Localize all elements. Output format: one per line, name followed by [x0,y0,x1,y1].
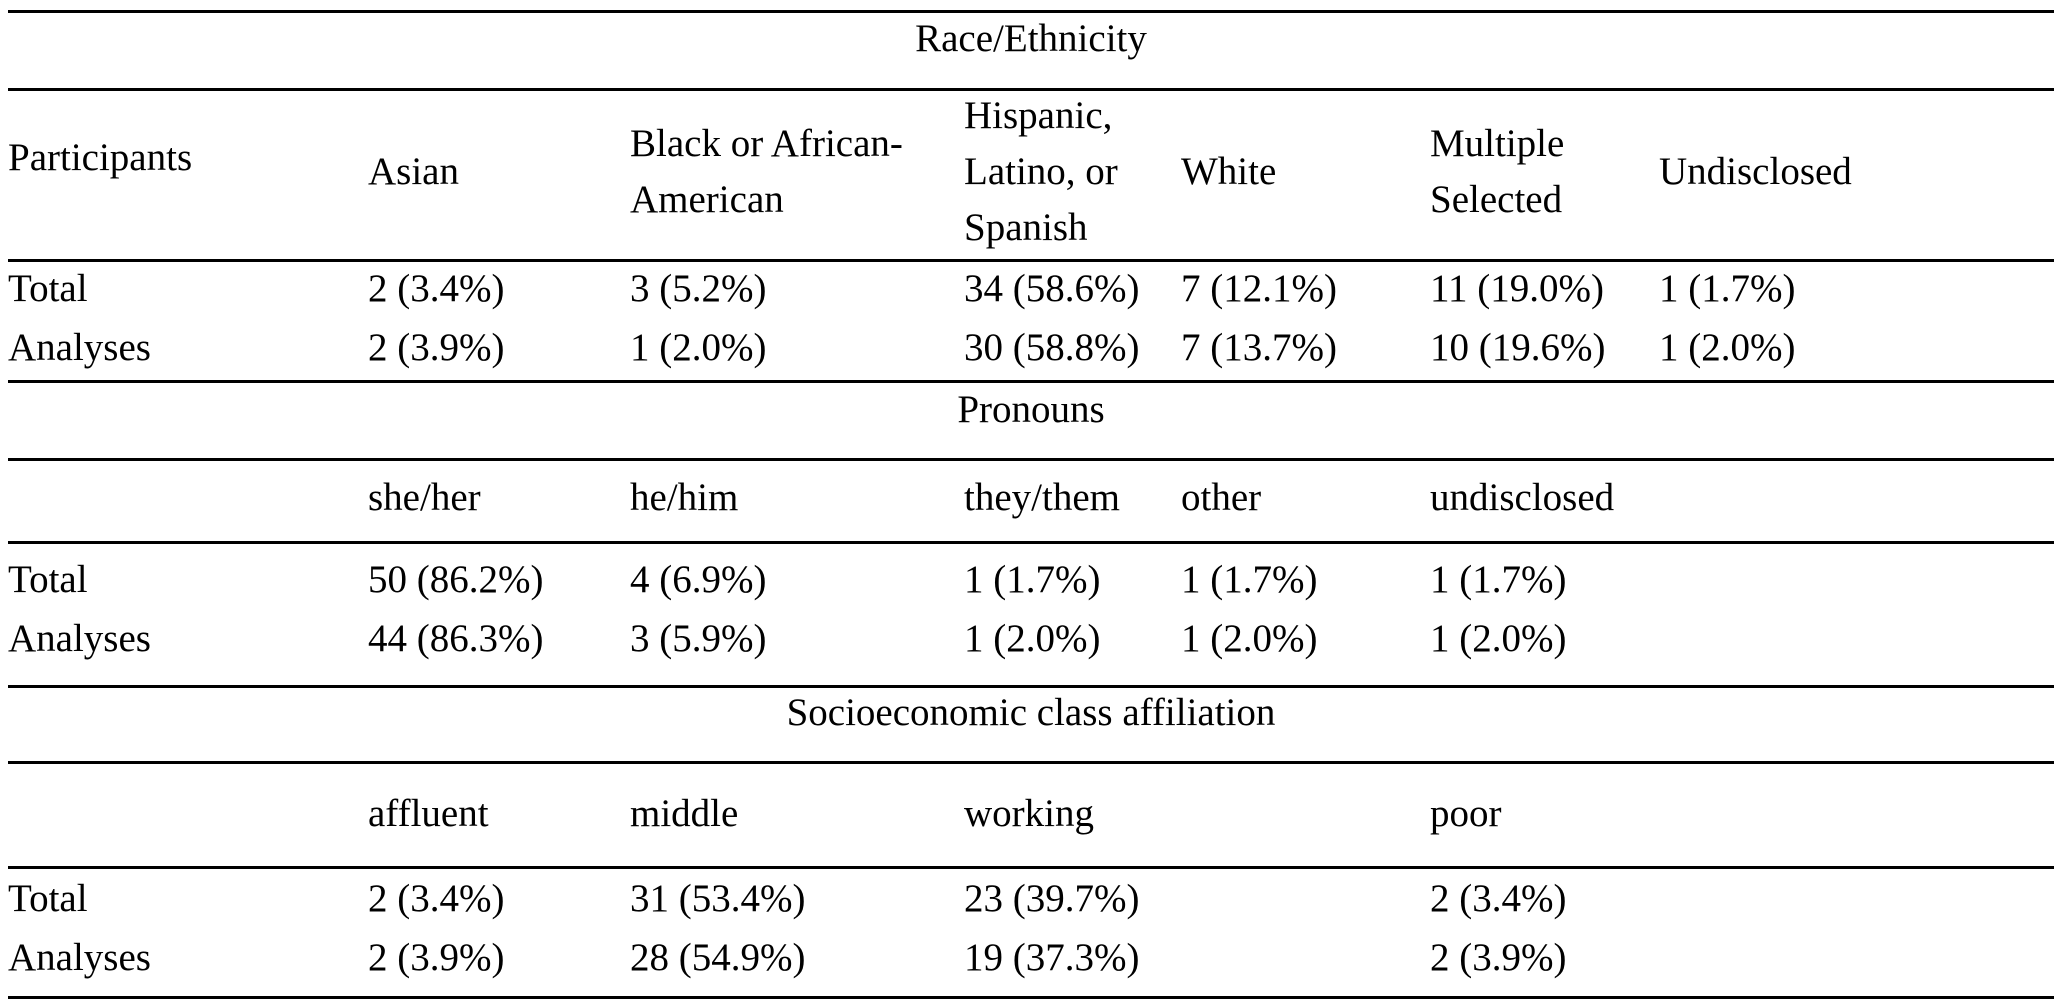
column-header-middle: middle [630,792,739,835]
row-label-analyses: Analyses [8,326,151,369]
cell: 1 (1.7%) [1181,558,1318,601]
cell: 2 (3.4%) [368,267,505,310]
cell: 1 (2.0%) [1430,617,1567,660]
cell: 31 (53.4%) [630,877,806,920]
cell: 4 (6.9%) [630,558,767,601]
cell: 7 (12.1%) [1181,267,1337,310]
cell: 1 (1.7%) [964,558,1101,601]
column-header-participants: Participants [8,136,193,179]
column-header-other: other [1181,476,1262,519]
section-rule [8,88,2054,91]
section-rule [8,458,2054,461]
cell: 2 (3.4%) [1430,877,1567,920]
cell: 2 (3.9%) [368,936,505,979]
column-header-hispanic: Hispanic, Latino, or Spanish [964,94,1118,249]
section-rule [8,685,2054,688]
section-rule [8,380,2054,383]
column-header-multiple: Multiple Selected [1430,122,1565,221]
row-label-analyses: Analyses [8,936,151,979]
cell: 3 (5.9%) [630,617,767,660]
section-rule [8,866,2054,869]
cell: 19 (37.3%) [964,936,1140,979]
demographics-table: Race/Ethnicity Participants Asian Black … [8,0,2054,1005]
column-header-affluent: affluent [368,792,489,835]
column-header-black: Black or African- American [630,122,903,221]
column-header-poor: poor [1430,792,1502,835]
column-header-he-him: he/him [630,476,739,519]
table-top-rule [8,10,2054,13]
cell: 1 (1.7%) [1430,558,1567,601]
cell: 2 (3.9%) [368,326,505,369]
cell: 1 (2.0%) [630,326,767,369]
row-label-analyses: Analyses [8,617,151,660]
cell: 2 (3.9%) [1430,936,1567,979]
column-header-they-them: they/them [964,476,1120,519]
column-header-white: White [1181,150,1277,193]
section-rule [8,761,2054,764]
section-title-pronouns: Pronouns [957,388,1105,431]
cell: 7 (13.7%) [1181,326,1337,369]
column-header-working: working [964,792,1094,835]
row-label-total: Total [8,877,88,920]
section-rule [8,541,2054,544]
cell: 28 (54.9%) [630,936,806,979]
column-header-undisclosed: Undisclosed [1659,150,1852,193]
section-title-race: Race/Ethnicity [915,17,1147,60]
cell: 34 (58.6%) [964,267,1140,310]
cell: 1 (2.0%) [1659,326,1796,369]
column-header-undisclosed: undisclosed [1430,476,1615,519]
cell: 1 (2.0%) [964,617,1101,660]
cell: 23 (39.7%) [964,877,1140,920]
cell: 3 (5.2%) [630,267,767,310]
section-title-socioeconomic: Socioeconomic class affiliation [786,691,1276,734]
cell: 10 (19.6%) [1430,326,1606,369]
cell: 1 (2.0%) [1181,617,1318,660]
row-label-total: Total [8,558,88,601]
cell: 30 (58.8%) [964,326,1140,369]
cell: 44 (86.3%) [368,617,544,660]
column-header-asian: Asian [368,150,459,193]
row-label-total: Total [8,267,88,310]
cell: 50 (86.2%) [368,558,544,601]
cell: 2 (3.4%) [368,877,505,920]
column-header-she-her: she/her [368,476,481,519]
section-rule [8,259,2054,262]
cell: 11 (19.0%) [1430,267,1605,310]
table-bottom-rule [8,996,2054,999]
cell: 1 (1.7%) [1659,267,1796,310]
